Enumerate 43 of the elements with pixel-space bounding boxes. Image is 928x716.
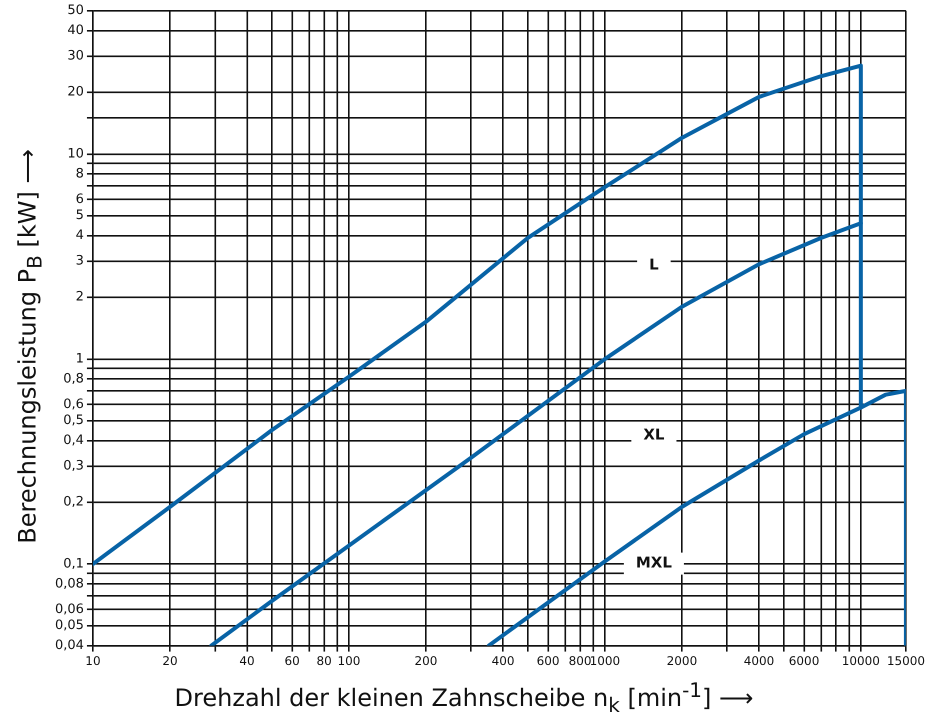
x-tick-label: 60 xyxy=(284,654,300,668)
y-tick-label: 0,2 xyxy=(63,494,84,510)
annotation: L xyxy=(649,256,660,274)
x-tick-label: 20 xyxy=(162,654,178,668)
y-tick-label: 1 xyxy=(76,351,84,366)
x-tick-label: 1000 xyxy=(590,654,620,668)
x-tick-label: 100 xyxy=(337,654,360,668)
y-tick-label: 20 xyxy=(67,84,84,100)
y-tick-label: 0,05 xyxy=(54,618,84,634)
y-tick-label: 40 xyxy=(67,23,84,38)
x-axis-title: Drehzahl der kleinen Zahnscheibe n$_{k}$ [min$^{-1}$] ⟶ xyxy=(174,678,754,716)
y-tick-label: 0,6 xyxy=(63,396,84,412)
y-tick-label: 50 xyxy=(67,3,84,18)
y-tick-label: 0,06 xyxy=(54,602,84,617)
y-tick-label: 0,04 xyxy=(54,638,84,653)
x-tick-label: 200 xyxy=(414,654,438,668)
x-tick-label: 15000 xyxy=(886,654,926,668)
y-tick-label: 10 xyxy=(67,146,84,162)
y-tick-label: 4 xyxy=(76,228,84,244)
y-tick-label: 0,3 xyxy=(63,458,84,474)
y-tick-label: 5 xyxy=(76,208,84,224)
annotation: XL xyxy=(643,426,665,444)
y-tick-label: 6 xyxy=(76,192,84,207)
x-tick-label: 400 xyxy=(492,654,514,668)
x-tick-label: 40 xyxy=(239,654,255,668)
annotation: MXL xyxy=(636,553,672,572)
y-tick-label: 0,08 xyxy=(54,576,84,592)
y-tick-label: 30 xyxy=(67,48,84,64)
x-tick-label: 10 xyxy=(85,654,101,668)
y-tick-label: 8 xyxy=(76,166,84,182)
x-tick-label: 6000 xyxy=(788,654,820,668)
y-tick-label: 0,1 xyxy=(63,556,84,572)
x-tick-label: 80 xyxy=(316,654,332,668)
x-tick-label: 800 xyxy=(568,654,592,668)
y-tick-label: 0,5 xyxy=(63,413,84,428)
y-tick-label: 3 xyxy=(76,254,84,269)
x-tick-label: 600 xyxy=(536,654,560,668)
x-tick-label: 10000 xyxy=(842,654,880,668)
y-tick-label: 2 xyxy=(76,290,84,305)
y-tick-label: 0,4 xyxy=(63,432,84,448)
x-tick-label: 4000 xyxy=(744,654,774,668)
y-tick-label: 0,8 xyxy=(63,371,84,386)
x-tick-label: 2000 xyxy=(666,654,698,668)
